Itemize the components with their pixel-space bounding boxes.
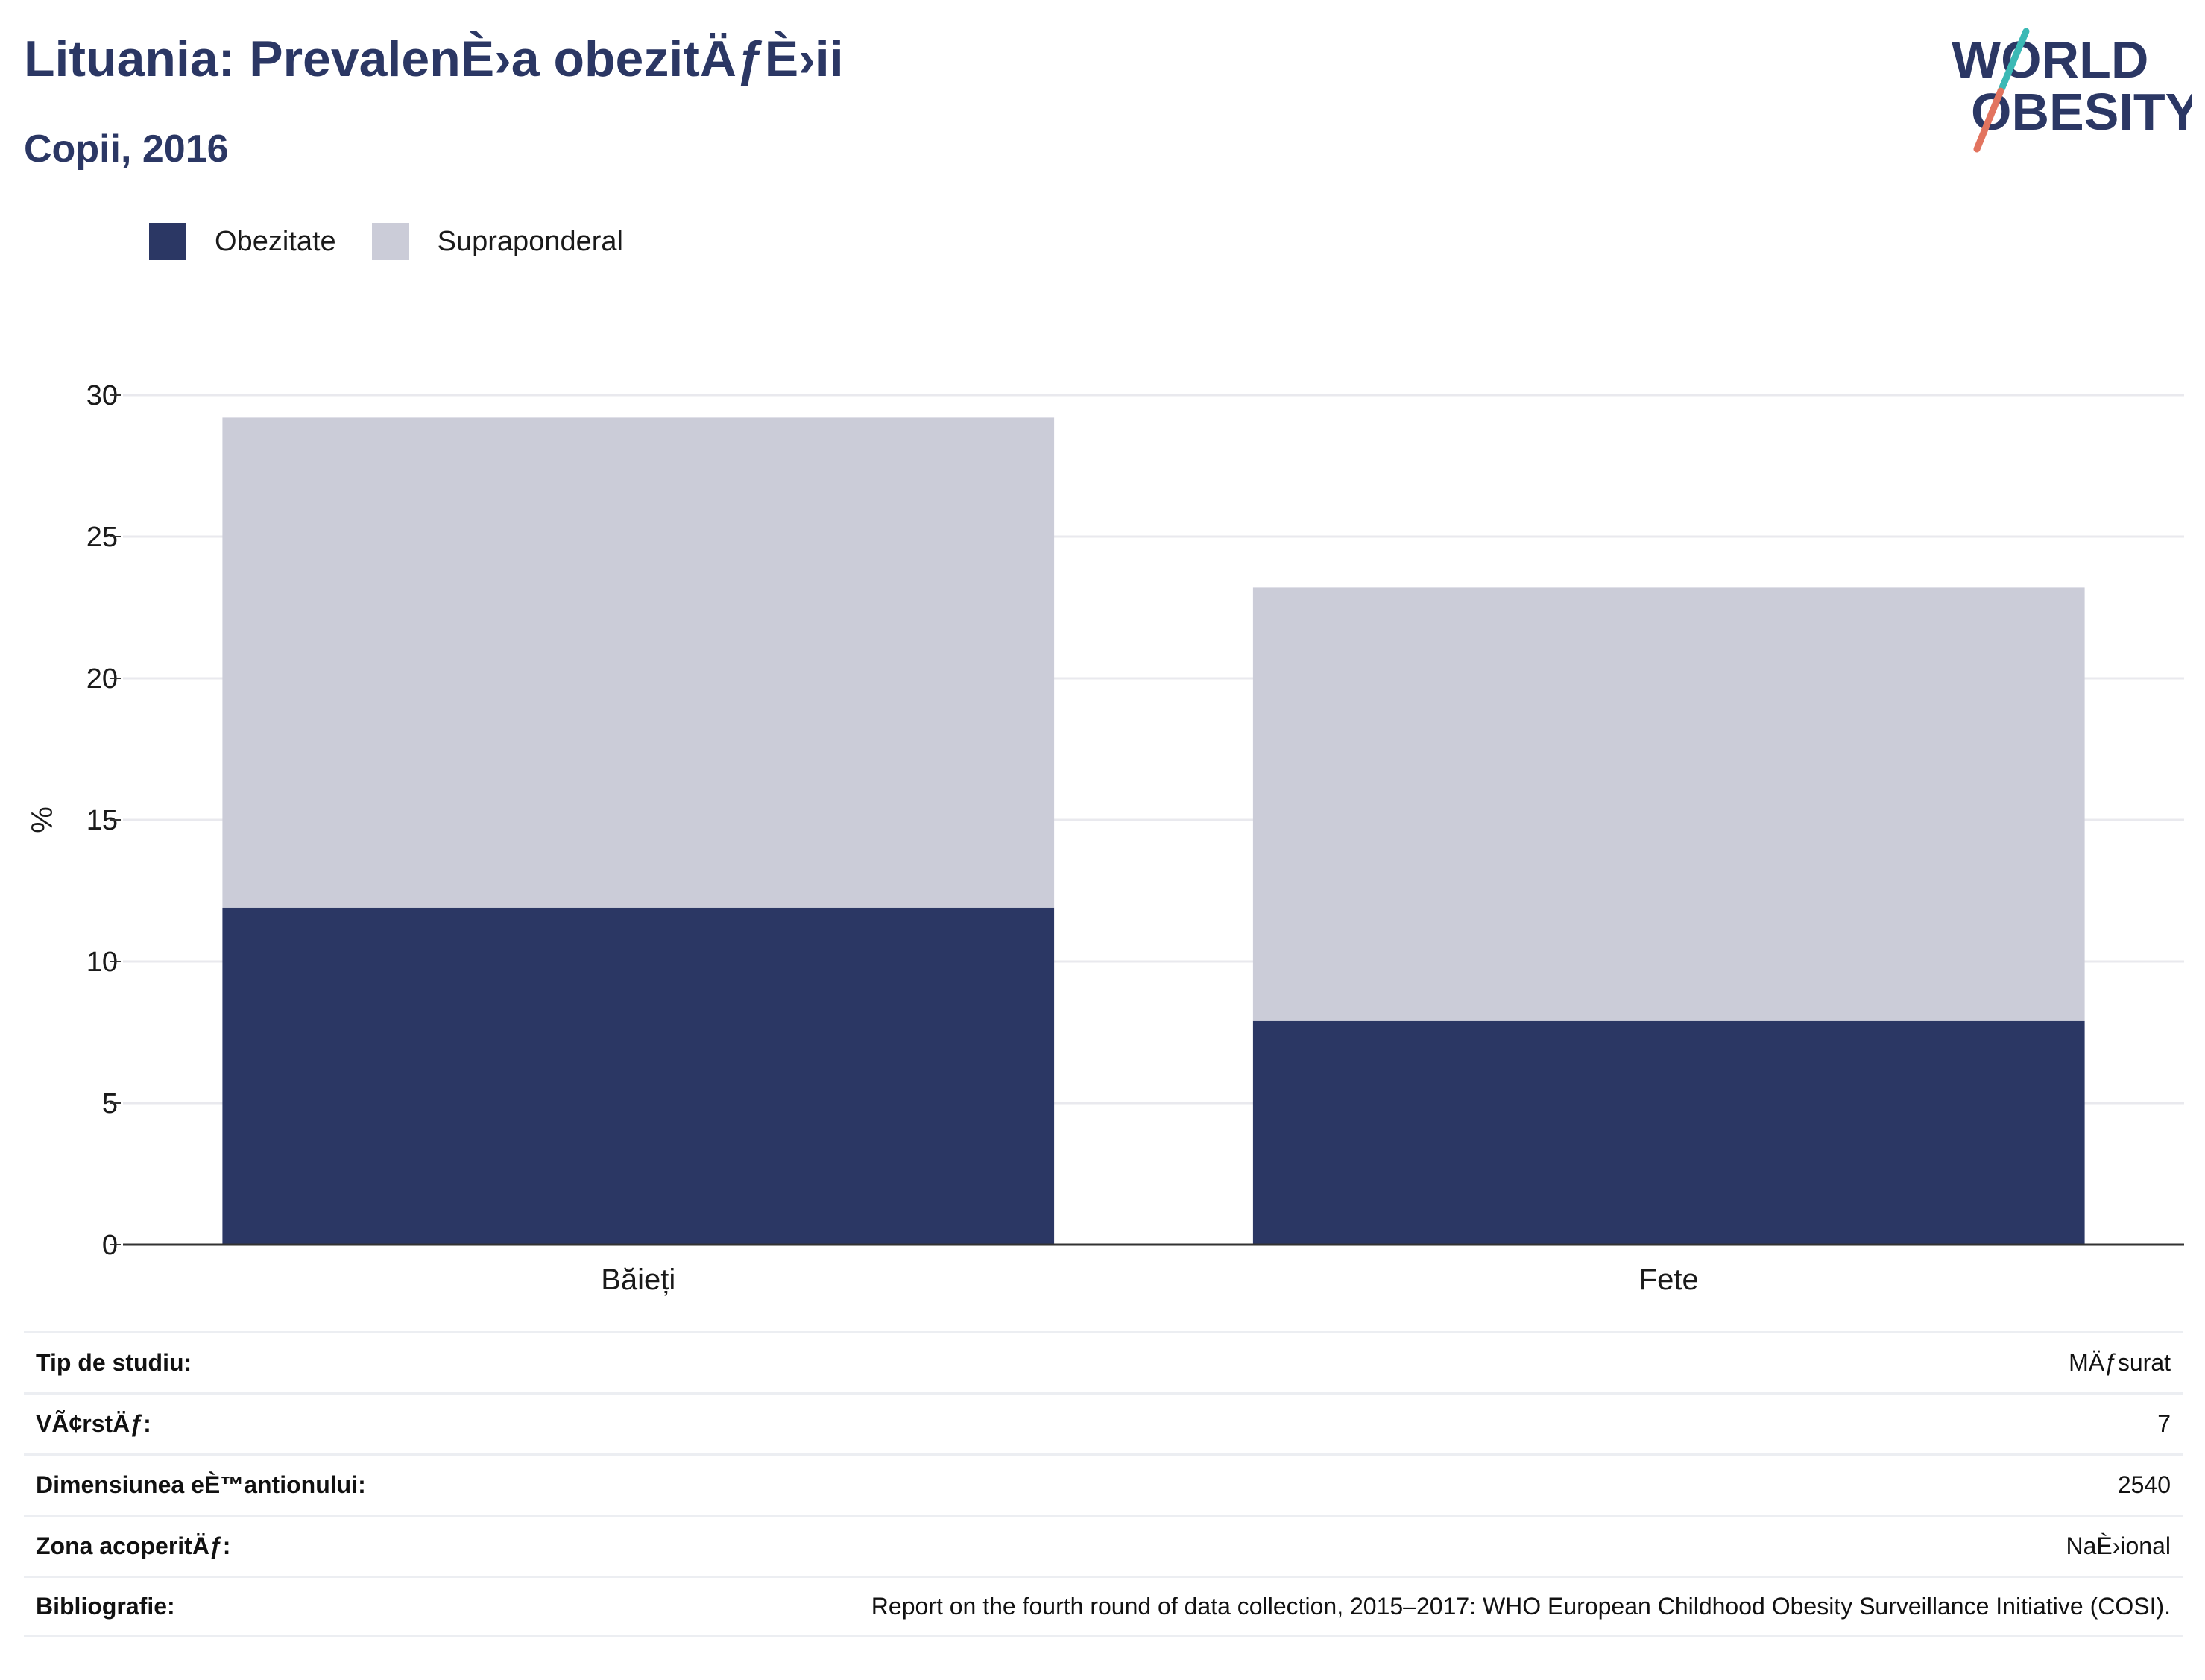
info-row-sample-size: Dimensiunea eÈ™antionului: 2540: [24, 1453, 2183, 1515]
chart-title: Lituania: PrevalenÈ›a obezitÄƒÈ›ii: [24, 31, 844, 87]
info-row-bibliography: Bibliografie: Report on the fourth round…: [24, 1576, 2183, 1637]
y-axis-label: %: [26, 806, 59, 833]
legend-item-obesity: Obezitate: [149, 223, 336, 260]
info-key: Bibliografie:: [36, 1592, 175, 1620]
chart-legend: Obezitate Supraponderal: [149, 222, 659, 261]
info-value: Report on the fourth round of data colle…: [871, 1592, 2171, 1620]
legend-swatch-overweight: [371, 223, 409, 260]
info-row-age: VÃ¢rstÄƒ: 7: [24, 1392, 2183, 1453]
info-value: NaÈ›ional: [2066, 1532, 2171, 1559]
info-row-study-type: Tip de studiu: MÄƒsurat: [24, 1331, 2183, 1392]
info-table: Tip de studiu: MÄƒsurat VÃ¢rstÄƒ: 7 Dime…: [24, 1331, 2183, 1637]
info-value: 7: [2157, 1410, 2171, 1437]
legend-swatch-obesity: [149, 223, 186, 260]
logo-line-2: OBESITY: [1971, 83, 2192, 141]
info-value: MÄƒsurat: [2069, 1349, 2171, 1376]
info-value: 2540: [2117, 1471, 2171, 1498]
legend-item-overweight: Supraponderal: [371, 223, 623, 260]
y-tick-label: 0: [102, 1230, 118, 1261]
chart-subtitle: Copii, 2016: [24, 127, 229, 171]
bar-obesity: [1252, 1020, 2085, 1245]
legend-label-obesity: Obezitate: [215, 225, 336, 257]
info-key: Tip de studiu:: [36, 1349, 192, 1376]
x-tick-label: Fete: [1639, 1263, 1699, 1296]
bar-overweight: [1252, 587, 2085, 1021]
bar-overweight: [222, 417, 1055, 908]
info-key: Zona acoperitÄƒ:: [36, 1532, 231, 1559]
y-tick-label: 5: [102, 1088, 118, 1120]
info-row-coverage: Zona acoperitÄƒ: NaÈ›ional: [24, 1515, 2183, 1576]
logo-line-1: WORLD: [1952, 31, 2148, 89]
info-key: Dimensiunea eÈ™antionului:: [36, 1471, 366, 1498]
x-tick-label: Băieți: [601, 1263, 675, 1296]
legend-label-overweight: Supraponderal: [437, 225, 623, 257]
world-obesity-logo: WORLD OBESITY: [1952, 28, 2192, 153]
bar-obesity: [222, 907, 1055, 1245]
info-key: VÃ¢rstÄƒ:: [36, 1410, 151, 1437]
